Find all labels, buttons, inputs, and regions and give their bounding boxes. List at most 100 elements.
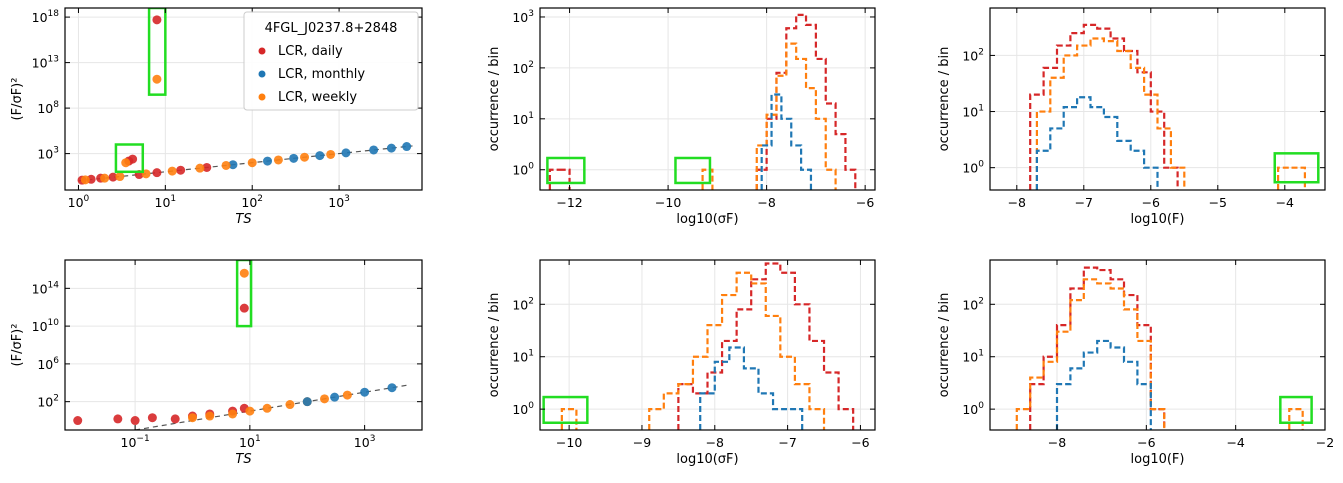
axes-frame: [989, 259, 1326, 431]
weekly-point: [80, 175, 90, 185]
y-tick-label: 102: [962, 47, 984, 63]
weekly-point: [228, 409, 238, 419]
trend-line: [135, 384, 410, 430]
y-axis-label: occurrence / bin: [937, 293, 952, 398]
daily-point: [170, 414, 180, 424]
y-tick-label: 102: [37, 394, 59, 410]
x-tick-label: −10: [655, 195, 681, 210]
trend-line: [78, 145, 413, 182]
panel-top-left-scatter: 100 101 102 103 103 108 1013 1018 TS (F/σF)² 4FGL_…: [10, 7, 423, 227]
weekly-histogram: [1035, 37, 1186, 190]
weekly-point: [273, 155, 283, 165]
highlight-box: [1279, 395, 1313, 425]
legend-entry: LCR, monthly: [278, 67, 365, 82]
y-tick-label: 103: [512, 9, 534, 25]
monthly-histogram: [760, 93, 813, 190]
y-axis-label: occurrence / bin: [487, 47, 502, 152]
y-tick-label: 1010: [32, 318, 60, 334]
daily-point: [128, 154, 138, 164]
y-tick-label: 102: [962, 296, 984, 312]
weekly-point: [239, 268, 249, 278]
axes-frame: [989, 7, 1326, 191]
plot-content: [540, 8, 875, 190]
x-tick-label: −4: [1226, 435, 1244, 450]
weekly-point: [245, 406, 255, 416]
daily-point: [73, 416, 83, 426]
monthly-point: [387, 383, 397, 393]
weekly-point: [115, 172, 125, 182]
plot-area: [990, 260, 1325, 430]
monthly-point: [263, 156, 273, 166]
highlight-box: [542, 395, 589, 425]
weekly-point: [300, 152, 310, 162]
daily_small-histogram: [548, 168, 571, 190]
monthly-histogram: [1055, 339, 1152, 430]
y-tick-label: 100: [512, 401, 534, 417]
x-tick-label: 103: [328, 194, 350, 210]
daily-point: [152, 168, 162, 178]
plot-content: [990, 260, 1325, 430]
x-tick-label: −6: [856, 195, 874, 210]
axes-frame: [539, 259, 876, 431]
daily-histogram: [1029, 23, 1179, 190]
x-tick-label: −12: [556, 195, 582, 210]
y-axis-label: occurrence / bin: [937, 47, 952, 152]
x-tick-label: −9: [633, 435, 651, 450]
axes-frame: [539, 7, 876, 191]
weekly-point: [167, 166, 177, 176]
y-tick-label: 1014: [32, 280, 60, 296]
x-tick-label: 103: [354, 434, 376, 450]
y-tick-label: 100: [962, 160, 984, 176]
x-axis-label: TS: [235, 212, 251, 227]
highlight-box: [147, 8, 167, 96]
x-axis-label: log10(F): [1131, 212, 1185, 227]
x-tick-label: −5: [1209, 195, 1227, 210]
y-tick-label: 106: [37, 356, 59, 372]
weekly-histogram: [1015, 278, 1166, 430]
weekly_small-histogram: [560, 408, 578, 430]
weekly-point: [205, 411, 215, 421]
highlight-box: [674, 156, 712, 185]
x-tick-label: −8: [1008, 195, 1026, 210]
panel-bottom-left-scatter: 10−1 101 103 102 106 1010 1014 TS (F/σF)²: [10, 259, 423, 467]
weekly-point: [152, 74, 162, 84]
daily-point: [176, 165, 186, 175]
x-tick-label: 100: [68, 194, 90, 210]
panel-top-right-flux-histogram: −8 −7 −6 −5 −4 100 101 102 log10(F) occurrence / …: [937, 7, 1326, 227]
x-tick-label: −6: [1142, 195, 1160, 210]
x-tick-label: −4: [1276, 195, 1294, 210]
x-tick-label: −6: [851, 435, 869, 450]
y-tick-label: 101: [512, 349, 534, 365]
daily-point: [113, 414, 123, 424]
x-tick-label: −8: [706, 435, 724, 450]
monthly-point: [228, 160, 238, 170]
weekly-point: [187, 413, 197, 423]
x-tick-label: −7: [778, 435, 796, 450]
monthly-point: [315, 151, 325, 161]
weekly-point: [326, 149, 336, 159]
weekly-legend-marker: [258, 93, 266, 101]
weekly-point: [285, 400, 295, 410]
highlight-box: [235, 260, 253, 328]
x-tick-label: −10: [556, 435, 582, 450]
plot-area: [990, 8, 1325, 190]
highlight-box: [1273, 152, 1320, 184]
weekly-histogram: [755, 42, 837, 190]
daily-point: [147, 413, 157, 423]
daily-point: [152, 15, 162, 25]
daily-point: [108, 172, 118, 182]
y-tick-label: 101: [962, 104, 984, 120]
plot-area: [540, 260, 875, 430]
daily-histogram: [1029, 266, 1166, 430]
x-axis-label: log10(F): [1131, 452, 1185, 467]
weekly-point: [100, 173, 110, 183]
x-axis-label: TS: [235, 452, 251, 467]
monthly-histogram: [1035, 96, 1159, 190]
x-tick-label: −2: [1316, 435, 1334, 450]
x-tick-label: −8: [757, 195, 775, 210]
weekly-point: [247, 158, 257, 168]
weekly-point: [320, 394, 330, 404]
daily-legend-marker: [258, 47, 266, 55]
y-tick-label: 101: [962, 349, 984, 365]
